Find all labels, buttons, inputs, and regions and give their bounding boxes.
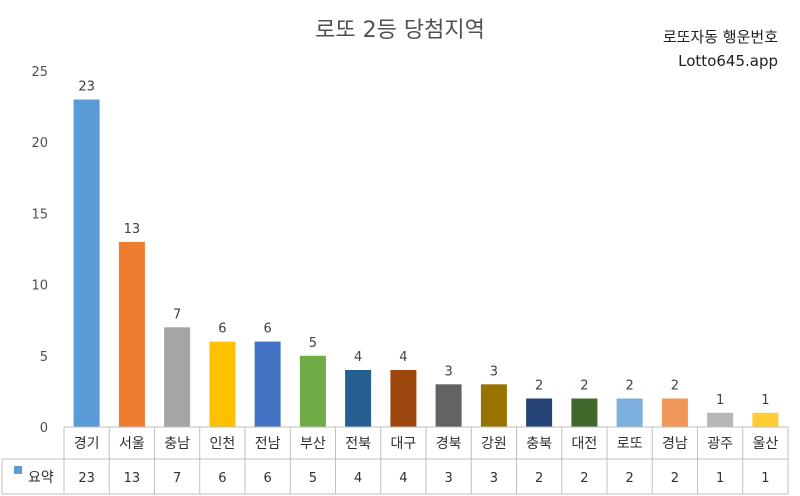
bar-로또 — [616, 398, 643, 427]
watermark-text: 로또자동 행운번호 — [662, 28, 778, 46]
data-label: 7 — [173, 307, 181, 322]
data-label: 1 — [716, 393, 724, 408]
table-value: 4 — [399, 471, 407, 486]
category-label: 충북 — [526, 436, 552, 452]
data-label: 23 — [78, 79, 95, 94]
category-label: 인천 — [209, 436, 235, 452]
table-value: 5 — [309, 471, 317, 486]
bar-서울 — [118, 241, 145, 427]
y-tick-label: 15 — [31, 207, 48, 222]
bar-강원 — [480, 384, 507, 427]
bar-인천 — [209, 341, 236, 427]
category-label: 광주 — [707, 436, 733, 452]
data-label: 2 — [625, 379, 633, 394]
bar-충남 — [164, 327, 191, 427]
category-label: 대전 — [571, 436, 597, 452]
table-value: 2 — [535, 471, 543, 486]
table-value: 6 — [218, 471, 226, 486]
data-label: 3 — [444, 364, 452, 379]
data-label: 4 — [399, 350, 407, 365]
chart-title: 로또 2등 당첨지역 — [315, 18, 485, 43]
data-label: 2 — [580, 379, 588, 394]
table-value: 1 — [716, 471, 724, 486]
table-value: 1 — [761, 471, 769, 486]
category-label: 로또 — [617, 436, 643, 452]
category-label: 전북 — [345, 436, 371, 452]
data-label: 2 — [535, 379, 543, 394]
data-label: 3 — [490, 364, 498, 379]
table-value: 6 — [263, 471, 271, 486]
category-label: 서울 — [119, 436, 145, 452]
y-tick-label: 25 — [31, 65, 48, 80]
y-tick-label: 5 — [40, 350, 48, 365]
category-label: 전남 — [255, 436, 281, 452]
category-label: 울산 — [752, 436, 778, 452]
data-label: 6 — [263, 322, 271, 337]
bar-부산 — [299, 355, 326, 427]
data-label: 13 — [124, 222, 141, 237]
table-value: 2 — [580, 471, 588, 486]
bar-전북 — [345, 370, 372, 427]
category-label: 경북 — [436, 436, 462, 452]
bar-전남 — [254, 341, 281, 427]
category-label: 부산 — [300, 436, 326, 452]
bar-대구 — [390, 370, 417, 427]
category-label: 강원 — [481, 436, 507, 452]
table-value: 3 — [444, 471, 452, 486]
table-value: 2 — [671, 471, 679, 486]
bar-경남 — [661, 398, 688, 427]
bar-광주 — [707, 412, 734, 427]
table-value: 2 — [625, 471, 633, 486]
bar-경북 — [435, 384, 462, 427]
bar-경기 — [73, 99, 100, 427]
data-label: 6 — [218, 322, 226, 337]
bar-울산 — [752, 412, 779, 427]
category-label: 대구 — [390, 436, 416, 452]
category-label: 경남 — [662, 436, 688, 452]
table-value: 13 — [124, 471, 141, 486]
data-label: 5 — [309, 336, 317, 351]
bar-충북 — [526, 398, 553, 427]
bar-대전 — [571, 398, 598, 427]
data-label: 4 — [354, 350, 362, 365]
watermark-url: Lotto645.app — [678, 52, 778, 70]
table-value: 4 — [354, 471, 362, 486]
data-label: 1 — [761, 393, 769, 408]
y-tick-label: 10 — [31, 279, 48, 294]
data-label: 2 — [671, 379, 679, 394]
y-tick-label: 20 — [31, 136, 48, 151]
legend-key — [14, 466, 22, 474]
table-value: 7 — [173, 471, 181, 486]
category-label: 경기 — [74, 436, 100, 452]
category-label: 충남 — [164, 436, 190, 452]
table-value: 23 — [78, 471, 95, 486]
y-tick-label: 0 — [40, 421, 48, 436]
series-name: 요약 — [28, 470, 54, 486]
table-value: 3 — [490, 471, 498, 486]
